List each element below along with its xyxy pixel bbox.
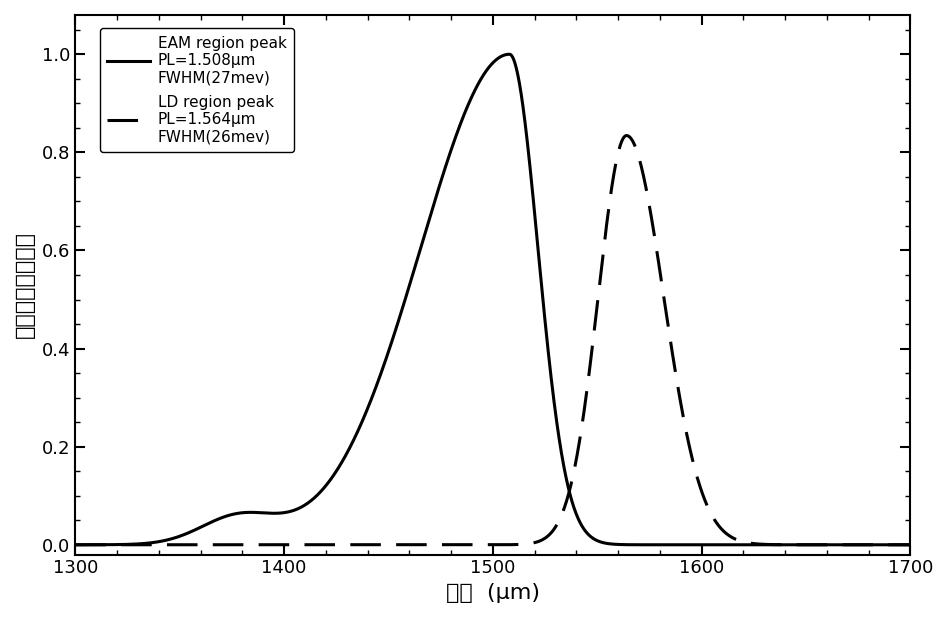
Legend: EAM region peak
PL=1.508μm
FWHM(27mev), LD region peak
PL=1.564μm
FWHM(26mev): EAM region peak PL=1.508μm FWHM(27mev), … <box>100 28 294 152</box>
Y-axis label: 强度（任意单位）: 强度（任意单位） <box>15 231 35 338</box>
X-axis label: 波长  (μm): 波长 (μm) <box>446 583 539 603</box>
